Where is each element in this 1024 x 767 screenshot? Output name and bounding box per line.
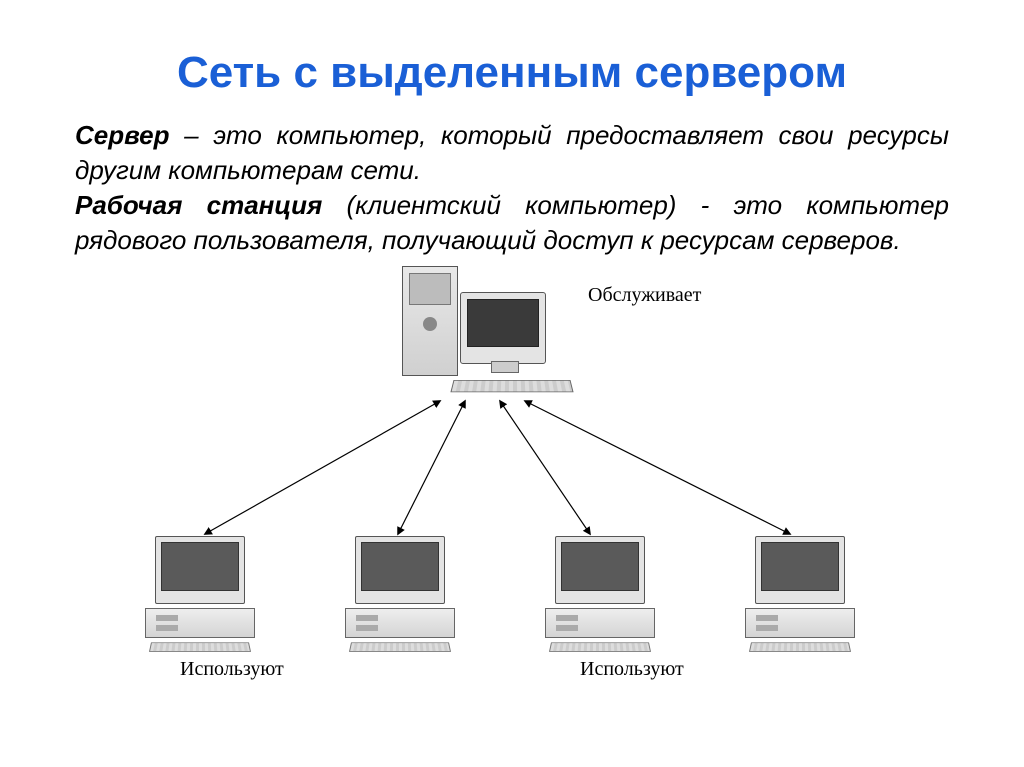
network-diagram: Обслуживает Используют Используют: [0, 266, 1024, 686]
page-title: Сеть с выделенным сервером: [0, 0, 1024, 98]
definitions-block: Сервер – это компьютер, который предоста…: [0, 98, 1024, 258]
client-label-right: Используют: [580, 658, 684, 681]
workstation-term: Рабочая станция: [75, 190, 322, 220]
client-icon: [740, 536, 860, 653]
client-label-left: Используют: [180, 658, 284, 681]
server-term: Сервер: [75, 120, 170, 150]
server-definition: – это компьютер, который предоставляет с…: [75, 120, 949, 185]
client-icon: [340, 536, 460, 653]
server-label: Обслуживает: [588, 284, 701, 307]
client-icon: [140, 536, 260, 653]
client-icon: [540, 536, 660, 653]
